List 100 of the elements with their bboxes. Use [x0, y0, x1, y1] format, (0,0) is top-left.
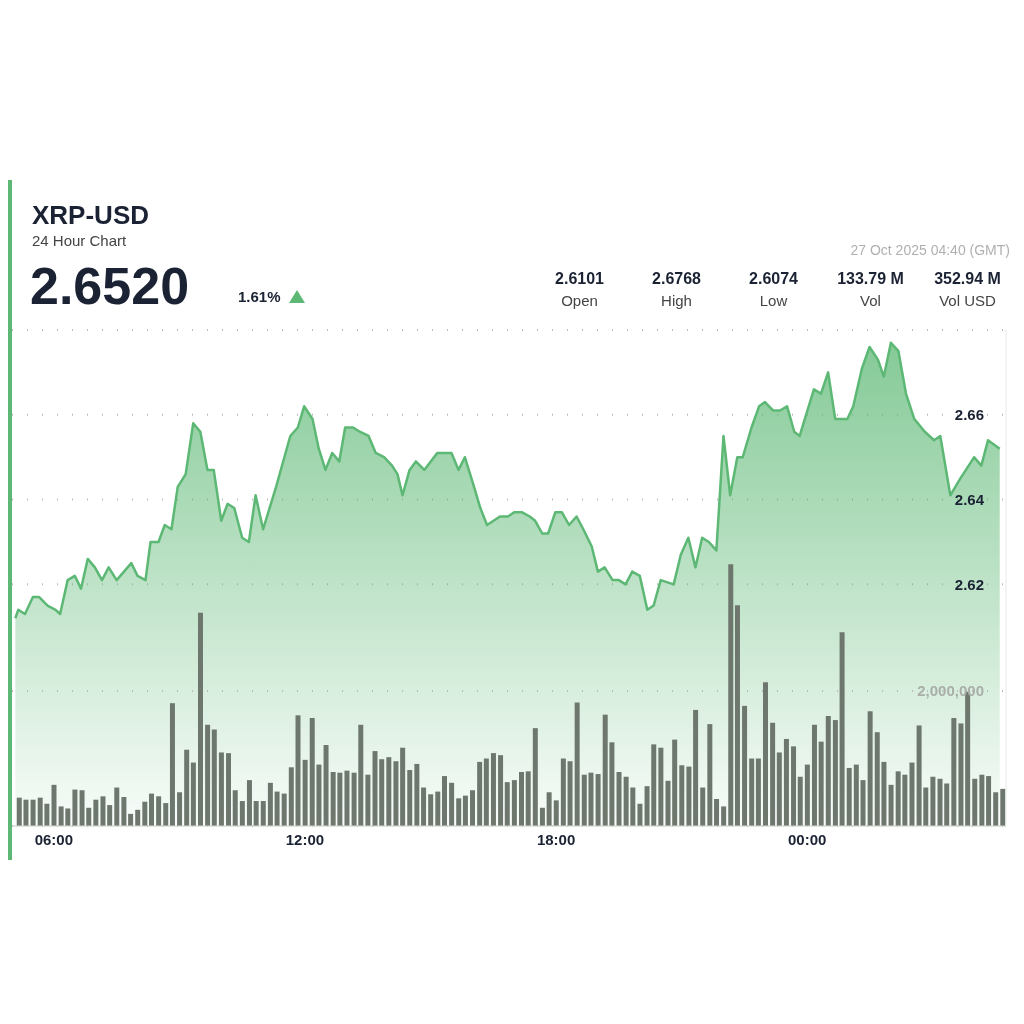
bar: [742, 705, 748, 826]
bar: [811, 724, 817, 826]
bar: [839, 632, 845, 826]
bar: [860, 780, 866, 826]
bar: [763, 682, 768, 826]
bar: [456, 798, 462, 826]
chart-subtitle: 24 Hour Chart: [32, 232, 127, 249]
bar: [818, 741, 824, 826]
bar: [226, 753, 232, 826]
bar: [825, 716, 831, 826]
bar: [288, 767, 294, 826]
bar: [791, 746, 797, 826]
bar: [734, 605, 740, 826]
bar: [686, 766, 692, 826]
bar: [525, 771, 531, 826]
bar: [246, 780, 252, 826]
bar: [100, 796, 106, 826]
text: 133.79 M: [836, 270, 905, 288]
text: Vol USD: [938, 292, 997, 309]
bar: [190, 762, 196, 826]
bar: [511, 780, 517, 826]
bar: [295, 715, 301, 826]
bar: [197, 612, 203, 826]
bar: [567, 761, 573, 826]
bar: [532, 728, 538, 826]
bar: [93, 799, 99, 826]
bar: [888, 784, 894, 826]
y-tick-label: 2.66: [954, 406, 984, 424]
bar: [184, 749, 190, 826]
text: Open: [560, 292, 599, 309]
text: Vol: [859, 292, 882, 309]
bar: [1000, 788, 1006, 826]
bar: [365, 774, 371, 826]
bar: [428, 794, 434, 826]
bar: [51, 784, 57, 826]
x-tick-label: 12:00: [285, 830, 325, 848]
bar: [267, 782, 273, 826]
bar: [239, 801, 245, 826]
bar: [679, 765, 685, 826]
y-tick-label: 2.64: [954, 490, 985, 508]
bar: [665, 780, 671, 826]
bar: [218, 752, 224, 826]
bar: [260, 801, 266, 826]
bar: [930, 776, 936, 826]
bar: [993, 792, 999, 826]
chart-title: XRP-USD: [32, 200, 150, 231]
bar: [616, 772, 622, 826]
bar: [498, 755, 504, 826]
bar: [121, 796, 127, 826]
bar: [205, 724, 211, 826]
bar: [693, 709, 699, 826]
bar: [560, 758, 566, 826]
bar: [421, 787, 427, 826]
bar: [114, 787, 120, 826]
text: 2.6768: [651, 270, 702, 288]
bar: [958, 723, 964, 826]
bar: [539, 807, 545, 826]
bar: [169, 703, 175, 826]
bar: [323, 745, 329, 826]
bar: [707, 724, 713, 826]
bar: [553, 800, 559, 826]
bar: [770, 722, 776, 826]
bar: [449, 782, 455, 826]
bar: [253, 801, 259, 826]
bar: [797, 776, 803, 826]
bar: [972, 778, 978, 826]
bar: [728, 564, 734, 826]
bar: [909, 762, 915, 826]
bar: [804, 764, 810, 826]
y-tick-label: 2.62: [954, 575, 984, 593]
bar: [832, 720, 838, 826]
bar: [128, 813, 134, 826]
bar: [595, 774, 601, 826]
bar: [281, 793, 287, 826]
bar: [414, 763, 420, 826]
text: 27 Oct 2025 04:40 (GMT): [850, 242, 1010, 258]
bar: [519, 772, 524, 826]
bar: [407, 769, 413, 826]
bar: [490, 753, 496, 826]
bar: [637, 803, 643, 826]
text: 1.61%: [238, 288, 281, 305]
bar: [783, 738, 789, 826]
bar: [846, 767, 852, 826]
bar: [477, 761, 483, 826]
text: Low: [758, 292, 789, 309]
bar: [211, 729, 217, 826]
bar: [232, 790, 238, 826]
bar: [951, 718, 957, 826]
bar: [302, 759, 308, 826]
bar: [776, 752, 782, 826]
y2-tick-label: 2,000,000: [917, 682, 984, 700]
bar: [483, 758, 489, 826]
bar: [672, 739, 678, 826]
text: 2.6074: [748, 270, 799, 288]
bar: [441, 776, 447, 826]
bar: [714, 799, 720, 826]
bar: [274, 791, 280, 826]
text: 2.6101: [554, 270, 605, 288]
bar: [700, 787, 706, 826]
bar: [386, 757, 392, 826]
